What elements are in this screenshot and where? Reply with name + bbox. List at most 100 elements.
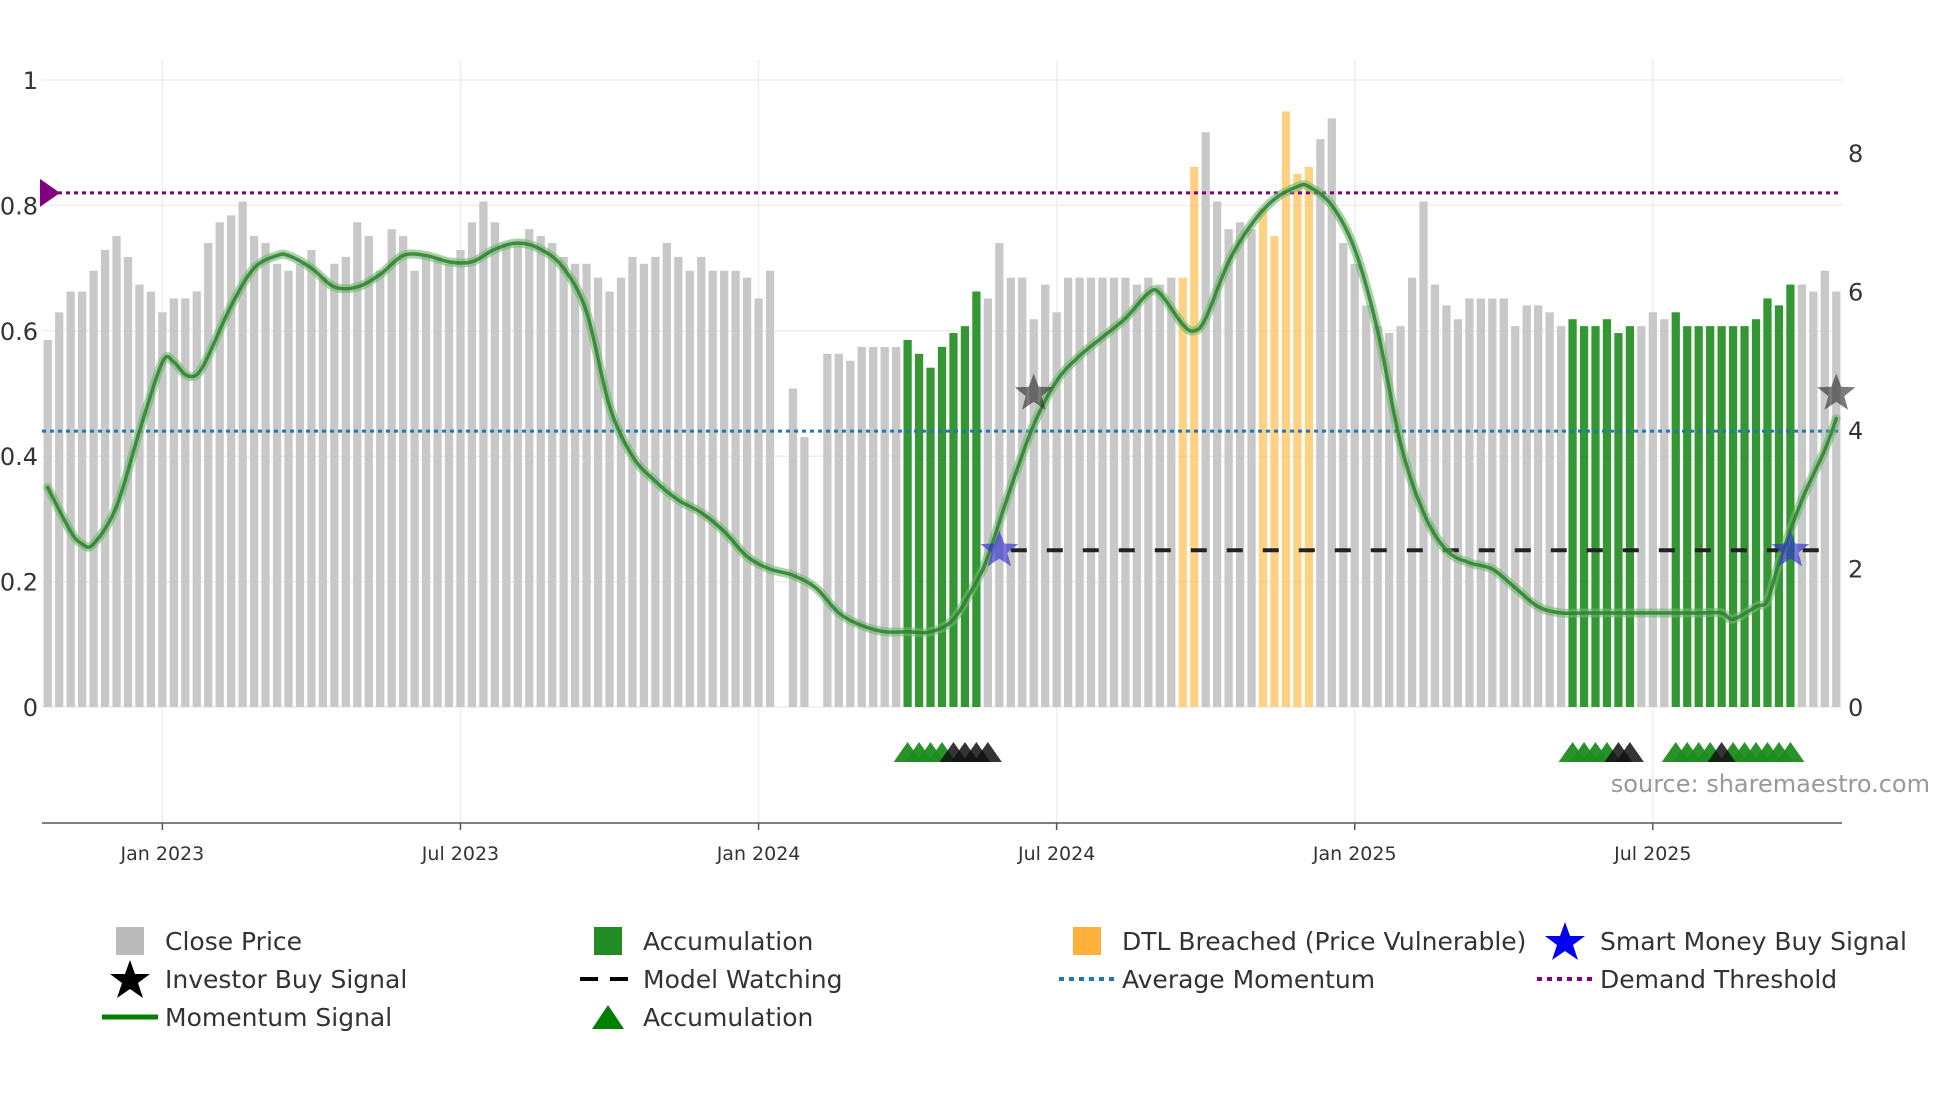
close-price-bar [800,436,809,707]
accumulation-bar [1774,305,1784,707]
dtl-breached-bar [1178,277,1187,707]
close-price-bar [1213,201,1222,707]
close-price-bar [1144,277,1153,707]
close-price-bar [593,277,603,707]
close-price-bar [582,263,591,707]
close-price-bar [1385,333,1394,707]
accumulation-bar [1717,326,1726,707]
close-price-bar [525,229,534,708]
close-price-bar [387,229,396,708]
close-price-bar [1809,291,1818,707]
dtl-breached-bar [1293,173,1302,707]
close-price-bar [89,270,98,707]
left-tick-label: 0 [23,694,38,722]
close-price-bar [674,256,683,707]
close-price-bar [754,298,763,707]
close-price-bar [1522,305,1531,707]
x-tick-label: Jan 2024 [716,843,801,865]
close-price-bar [1327,118,1336,707]
close-price-bar [697,256,706,707]
close-price-bar [1167,277,1176,707]
close-price-bar [1419,201,1428,707]
close-price-bar [1075,277,1084,707]
investor-buy-star [1817,373,1856,410]
investor-buy-star [1014,373,1053,410]
close-price-bar [708,270,717,707]
close-price-bar [1235,222,1245,707]
close-price-bar [433,256,442,707]
reference-lines [40,178,1842,553]
close-price-bar [410,270,419,707]
left-tick-label: 1 [23,67,38,95]
close-price-bar [261,243,270,707]
close-price-bar [215,222,224,707]
close-price-bar [249,236,259,707]
right-tick-label: 6 [1848,279,1863,307]
close-price-bar [834,353,843,707]
close-price-bar [559,256,568,707]
close-price-bar [1350,263,1359,707]
close-price-bar [502,243,511,707]
close-price-bar [204,243,213,707]
close-price-bar [135,284,144,707]
close-price-bar [742,277,752,707]
momentum-line [43,180,1841,638]
accumulation-bar [1591,326,1600,707]
close-price-bar [1247,229,1256,708]
close-price-bar [995,243,1004,707]
accumulation-bar [960,326,970,707]
left-tick-label: 0.8 [0,192,38,220]
accumulation-bar [903,339,912,707]
close-price-bar [662,243,671,707]
close-price-bar [720,270,729,707]
signal-markers [893,373,1856,762]
close-price-bar [479,201,488,707]
accumulation-bar [937,346,947,707]
close-price-bar [1832,291,1841,707]
close-price-bar [192,291,201,707]
close-price-bar [1648,312,1657,707]
close-price-bar [1224,229,1233,708]
close-price-bar [1086,277,1096,707]
accumulation-bar [1751,319,1761,707]
accumulation-bar [1786,284,1795,707]
close-price-bar [1316,139,1325,707]
close-price-bar [158,312,167,707]
accumulation-bar [1763,298,1772,707]
left-tick-label: 0.4 [0,443,38,471]
close-price-bar [444,263,454,707]
close-price-bar [1396,326,1405,707]
close-price-bar [146,291,156,707]
smart-money-buy-star [980,530,1019,567]
close-price-bar [823,353,832,707]
accumulation-bar [1728,326,1738,707]
right-tick-label: 2 [1848,556,1863,584]
close-price-bar [1556,326,1566,707]
close-price-bar [1511,326,1520,707]
close-price-bar [376,270,385,707]
momentum-signal-line [45,182,1839,635]
accumulation-triangle-dark [1707,742,1736,762]
close-price-bar [536,236,545,707]
close-price-bar [880,346,889,707]
close-price-bar [1660,319,1669,707]
close-price-bar [1041,284,1050,707]
x-tick-label: Jul 2025 [1613,843,1691,865]
close-price-bar [456,249,465,707]
dtl-breached-bar [1270,236,1279,707]
close-price-bar [112,236,121,707]
close-price-bar [731,270,740,707]
accumulation-bar [972,291,981,707]
x-tick-label: Jul 2023 [421,843,499,865]
close-price-bar [1476,298,1485,707]
x-tick-label: Jul 2024 [1017,843,1095,865]
close-price-bar [1534,305,1543,707]
axes: 0 0.2 0.4 0.6 0.8 1 0 2 4 6 8 Jan 2023 Jul 2023 Jan 2… [0,67,1863,865]
close-price-bar [1545,312,1554,707]
close-price-bar [1029,319,1038,707]
x-tick-label: Jan 2023 [120,843,205,865]
close-price-bar [1109,277,1119,707]
accumulation-bar [1706,326,1715,707]
dtl-breached-bar [1281,111,1291,707]
close-price-bar [1098,277,1107,707]
